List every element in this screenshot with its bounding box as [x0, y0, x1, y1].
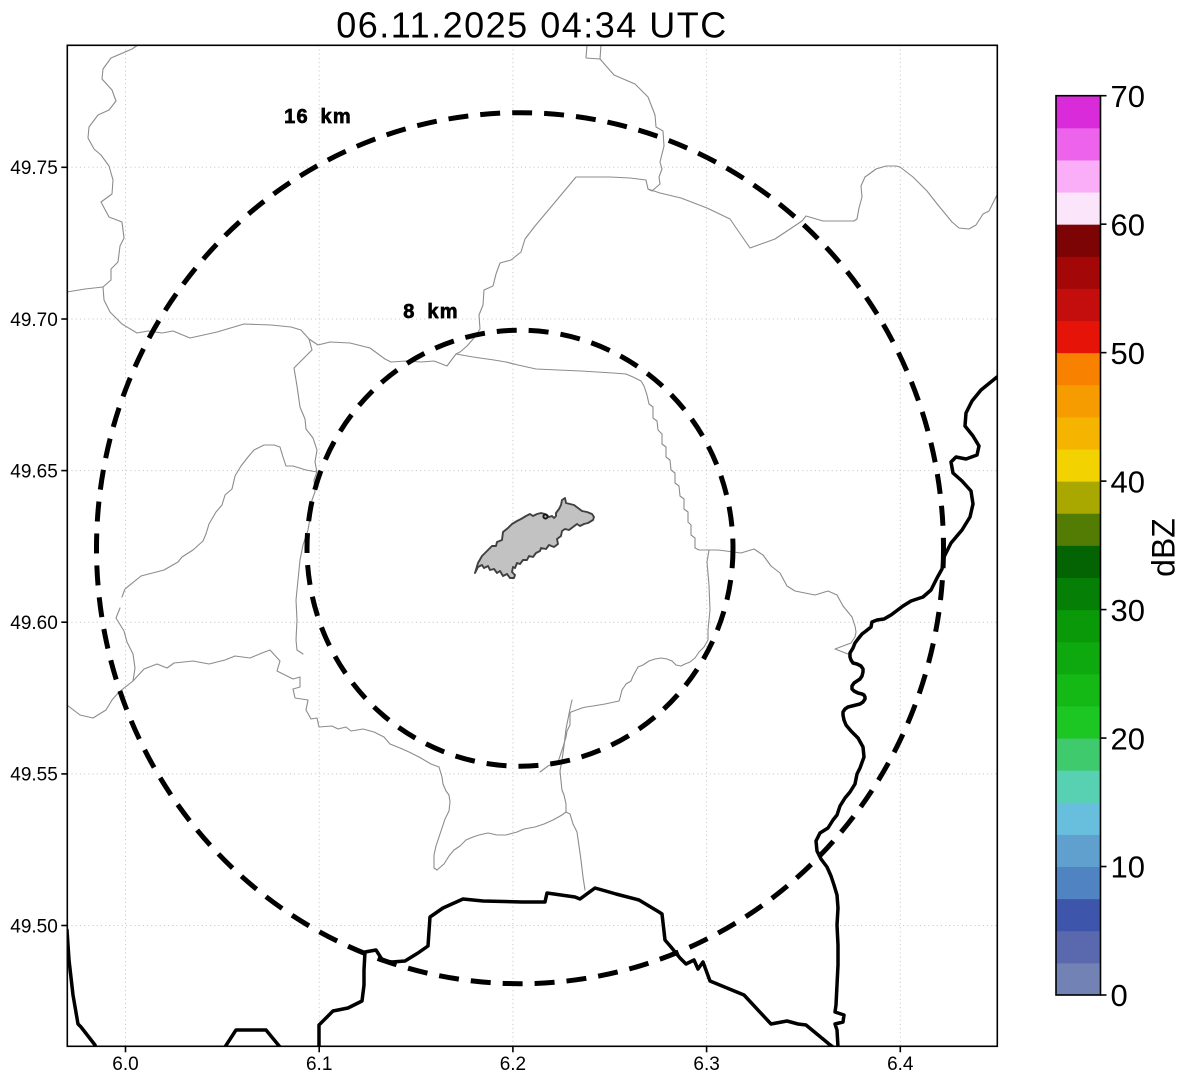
svg-text:49.55: 49.55: [10, 765, 58, 786]
svg-text:49.70: 49.70: [10, 310, 58, 331]
svg-text:49.60: 49.60: [10, 613, 58, 634]
svg-text:40: 40: [1111, 464, 1145, 499]
svg-text:70: 70: [1111, 79, 1145, 114]
svg-text:50: 50: [1111, 336, 1145, 371]
svg-text:6.4: 6.4: [887, 1054, 914, 1075]
svg-text:06.11.2025 04:34 UTC: 06.11.2025 04:34 UTC: [336, 5, 728, 46]
svg-text:49.75: 49.75: [10, 158, 58, 179]
svg-text:6.0: 6.0: [112, 1054, 138, 1075]
svg-text:6.2: 6.2: [500, 1054, 526, 1075]
svg-text:6.1: 6.1: [306, 1054, 332, 1075]
svg-text:60: 60: [1111, 207, 1145, 242]
svg-text:6.3: 6.3: [693, 1054, 719, 1075]
svg-text:10: 10: [1111, 850, 1145, 885]
svg-text:0: 0: [1111, 978, 1128, 1013]
svg-text:20: 20: [1111, 721, 1145, 756]
svg-text:16 km: 16 km: [284, 106, 352, 128]
svg-text:49.50: 49.50: [10, 916, 58, 937]
svg-text:8 km: 8 km: [403, 301, 458, 323]
svg-text:49.65: 49.65: [10, 461, 58, 482]
svg-text:dBZ: dBZ: [1146, 518, 1182, 577]
svg-text:30: 30: [1111, 593, 1145, 628]
